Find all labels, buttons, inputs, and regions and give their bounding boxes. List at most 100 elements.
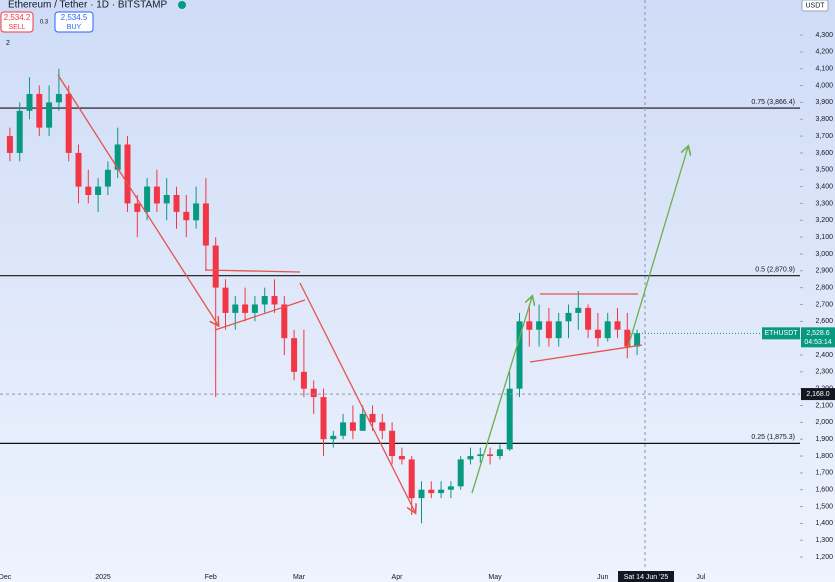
sell-button[interactable] — [0, 11, 34, 33]
x-tick-label: Jun — [597, 574, 608, 581]
sell-price: 2,534.2 — [4, 13, 31, 22]
y-tick-label: 4,300 — [815, 32, 833, 39]
candle-body — [340, 422, 347, 436]
y-tick-label: 2,600 — [815, 318, 833, 325]
level-label: 0.75 (3,866.4) — [751, 99, 795, 106]
candle-body — [16, 110, 23, 153]
symbol-label: ETHUSDT — [764, 330, 798, 337]
countdown: 04:53:14 — [804, 339, 831, 346]
y-tick-label: 3,300 — [815, 200, 833, 207]
candle-body — [46, 102, 53, 128]
candle-body — [457, 459, 464, 487]
x-tick-label: Mar — [293, 574, 306, 581]
buy-button[interactable] — [54, 11, 94, 33]
y-tick-label: 2,300 — [815, 369, 833, 376]
candle-body — [6, 136, 13, 153]
candle-body — [604, 321, 611, 339]
buy-price: 2,534.5 — [61, 13, 88, 22]
trend-line — [529, 344, 643, 363]
y-tick-label: 3,100 — [815, 234, 833, 241]
candle-body — [114, 144, 121, 170]
level-label: 0.25 (1,875.3) — [751, 434, 795, 441]
y-tick-label: 2,100 — [815, 402, 833, 409]
candle-body — [65, 93, 72, 153]
candle-body — [526, 321, 533, 330]
candle-body — [585, 307, 592, 330]
candle-body — [467, 456, 474, 460]
x-tick-label: Dec — [0, 574, 12, 581]
candle-body — [575, 307, 582, 313]
y-tick-label: 2,800 — [815, 284, 833, 291]
candle-body — [487, 454, 494, 457]
y-tick-label: 2,000 — [815, 419, 833, 426]
candle-body — [144, 186, 151, 212]
candle-body — [173, 195, 180, 212]
candle-body — [134, 203, 141, 212]
candle-body — [85, 186, 92, 196]
x-tick-label: 2025 — [95, 574, 111, 581]
currency: USDT — [805, 2, 825, 9]
y-tick-label: 2,400 — [815, 352, 833, 359]
candle-body — [251, 304, 258, 313]
trend-arrow — [627, 147, 688, 348]
candle-body — [555, 321, 562, 339]
currency-box[interactable] — [801, 0, 829, 12]
buy-label: BUY — [67, 24, 82, 31]
y-tick-label: 1,400 — [815, 520, 833, 527]
candle-body — [516, 321, 523, 389]
y-tick-label: 1,700 — [815, 470, 833, 477]
candle-body — [310, 388, 317, 398]
y-tick-label: 3,200 — [815, 217, 833, 224]
crosshair-box — [801, 388, 835, 401]
candle-body — [506, 388, 513, 450]
y-tick-label: 3,400 — [815, 183, 833, 190]
candle-body — [379, 422, 386, 431]
candle-body — [193, 203, 200, 221]
indicator-count[interactable]: 2 — [6, 40, 10, 47]
candle-body — [242, 304, 249, 313]
y-tick-label: 3,700 — [815, 133, 833, 140]
y-tick-label: 2,900 — [815, 268, 833, 275]
y-tick-label: 1,900 — [815, 436, 833, 443]
candle-body — [95, 186, 102, 196]
x-tick-label: Jul — [696, 574, 705, 581]
candle-body — [438, 489, 445, 494]
x-tick-label: May — [488, 574, 502, 581]
trend-arrow — [57, 74, 218, 325]
candle-body — [55, 93, 62, 103]
sell-label: SELL — [8, 24, 25, 31]
x-tick-label: Apr — [392, 574, 404, 581]
y-tick-label: 4,100 — [815, 66, 833, 73]
header: Ethereum / Tether · 1D · BITSTAMP 2,534.… — [0, 0, 829, 47]
candle-body — [261, 296, 268, 305]
candle-body — [330, 435, 337, 440]
y-tick-label: 1,500 — [815, 503, 833, 510]
candle-body — [153, 186, 160, 204]
drawings — [57, 74, 688, 512]
level-label: 0.5 (2,870.9) — [755, 267, 795, 274]
y-tick-label: 3,000 — [815, 251, 833, 258]
candle-body — [624, 329, 631, 347]
y-tick-label: 3,900 — [815, 99, 833, 106]
candle-body — [634, 333, 641, 347]
candle-body — [271, 296, 278, 305]
candle-body — [565, 312, 572, 322]
candle-body — [536, 321, 543, 330]
spread: 0.3 — [40, 20, 49, 26]
candle-body — [300, 371, 307, 389]
candle-body — [496, 449, 503, 457]
y-tick-label: 3,800 — [815, 116, 833, 123]
candle-body — [232, 304, 239, 313]
candle-body — [104, 169, 111, 187]
candle-body — [428, 489, 435, 494]
trend-line — [214, 299, 306, 331]
candle-body — [202, 203, 209, 246]
cursor-date: Sat 14 Jun '25 — [624, 574, 669, 581]
candle-body — [389, 430, 396, 457]
y-tick-label: 3,600 — [815, 150, 833, 157]
market-status — [178, 1, 186, 9]
trend-arrow — [471, 297, 532, 494]
symbol-box — [762, 327, 800, 340]
